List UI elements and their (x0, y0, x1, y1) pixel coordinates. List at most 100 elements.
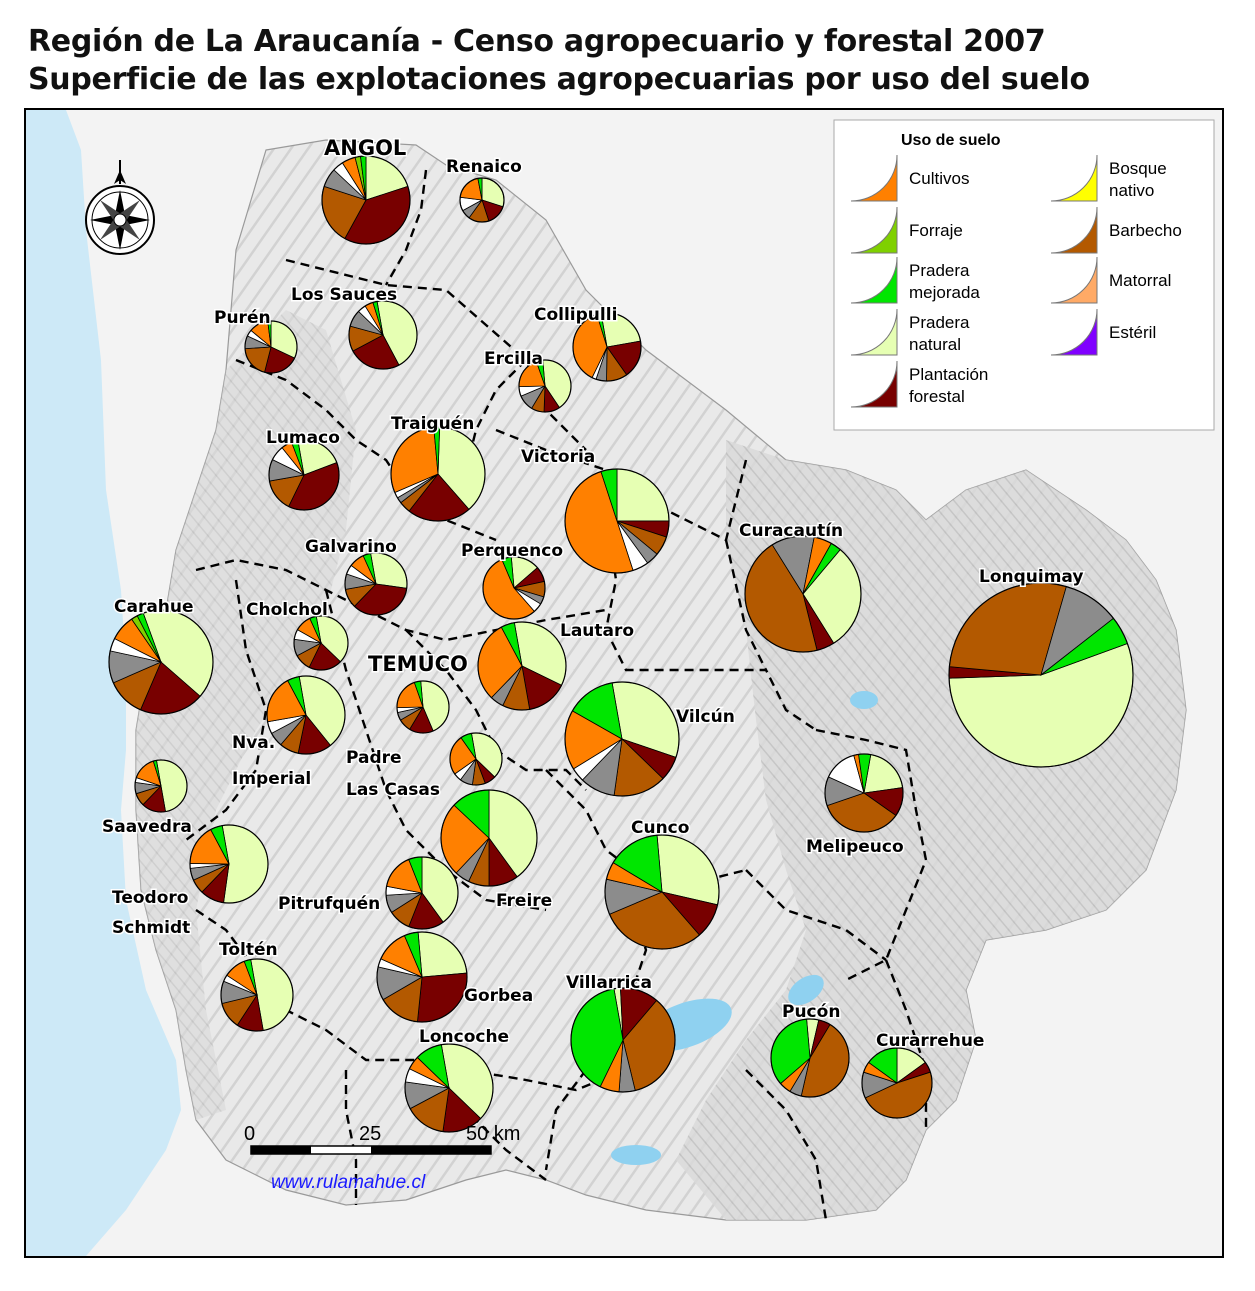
commune-label-cholchol: Cholchol (246, 600, 328, 620)
credit-link[interactable]: www.rulamahue.cl (271, 1172, 426, 1193)
scale-label-25: 25 (359, 1123, 381, 1145)
commune-label-nva-imperial: Nva. (232, 733, 275, 753)
commune-label-gorbea: Gorbea (464, 986, 533, 1006)
pie-freire (440, 789, 538, 887)
pie-lautaro (477, 621, 567, 711)
legend-swatch (1050, 256, 1098, 304)
legend-label: Pradera (909, 313, 970, 332)
pie-los-sauces (348, 300, 418, 370)
legend-label: mejorada (909, 283, 980, 302)
legend-item-pradera_natural: Pradera natural (850, 308, 970, 356)
pie-layer: ANGOL Renaico Los Sauces Purén Collipulli Erc… (101, 135, 1134, 1133)
pie-temuco (396, 680, 450, 734)
pie-cunco (604, 834, 720, 950)
commune-label-lonquimay: Lonquimay (979, 567, 1083, 587)
commune-label-ercilla: Ercilla (484, 349, 543, 369)
pie-vilcun (564, 681, 680, 797)
pie-puren (244, 320, 298, 374)
legend-label: Bosque (1109, 159, 1167, 178)
commune-label-galvarino: Galvarino (305, 537, 397, 557)
pie-outline (564, 681, 680, 797)
legend-item-forraje: Forraje (850, 206, 963, 254)
pie-outline (564, 468, 670, 574)
pie-melipeuco (824, 753, 904, 833)
pie-outline (189, 824, 269, 904)
commune-label-melipeuco: Melipeuco (806, 837, 904, 857)
commune-label-padre-las-casas: Las Casas (346, 780, 440, 800)
legend-swatch (1050, 308, 1098, 356)
legend-title: Uso de suelo (901, 132, 1001, 149)
pie-saavedra (134, 759, 188, 813)
pie-angol (321, 155, 411, 245)
pie-outline (266, 675, 346, 755)
commune-label-curarrehue: Curarrehue (876, 1031, 984, 1051)
pie-outline (348, 300, 418, 370)
legend-label: Pradera (909, 261, 970, 280)
pie-outline (604, 834, 720, 950)
commune-label-curacautin: Curacautín (739, 521, 843, 541)
legend-item-bosque_nativo: Bosque nativo (1050, 154, 1167, 202)
legend: Uso de suelo Cultivos Forraje Pradera mejor… (833, 119, 1215, 431)
commune-label-collipulli: Collipulli (534, 305, 617, 325)
pie-villarrica (570, 987, 676, 1093)
pie-lumaco (268, 439, 340, 511)
legend-label: Cultivos (909, 169, 969, 188)
legend-item-cultivos: Cultivos (850, 154, 969, 202)
commune-label-pucon: Pucón (782, 1002, 840, 1022)
pie-outline (518, 359, 572, 413)
commune-label-lautaro: Lautaro (560, 621, 634, 641)
commune-label-teodoro-schmidt: Teodoro (112, 888, 188, 908)
pie-outline (376, 931, 468, 1023)
pie-gorbea (376, 931, 468, 1023)
map-subtitle: Superficie de las explotaciones agropecu… (28, 62, 1090, 97)
pie-outline (824, 753, 904, 833)
legend-swatch (1050, 206, 1098, 254)
pie-outline (744, 535, 862, 653)
legend-swatch (850, 360, 898, 408)
legend-swatch (850, 206, 898, 254)
legend-label: Estéril (1109, 323, 1156, 342)
commune-label-lumaco: Lumaco (266, 428, 340, 448)
pie-lonquimay (948, 582, 1134, 768)
pie-outline (459, 177, 505, 223)
map-canvas: ANGOL Renaico Los Sauces Purén Collipulli Erc… (26, 110, 1222, 1256)
pie-outline (244, 320, 298, 374)
pie-outline (220, 958, 294, 1032)
pie-teodoro-schmidt (189, 824, 269, 904)
pie-outline (293, 615, 349, 671)
commune-label-perquenco: Perquenco (461, 541, 563, 561)
legend-item-pradera_mejorada: Pradera mejorada (850, 256, 980, 304)
legend-label: Barbecho (1109, 221, 1182, 240)
legend-label: nativo (1109, 181, 1154, 200)
commune-label-angol: ANGOL (324, 136, 406, 160)
legend-label: Plantación (909, 365, 988, 384)
legend-swatch (850, 256, 898, 304)
pie-outline (134, 759, 188, 813)
pie-outline (396, 680, 450, 734)
commune-label-victoria: Victoria (521, 447, 595, 467)
commune-label-villarrica: Villarrica (566, 973, 652, 993)
pie-outline (390, 426, 486, 522)
commune-label-freire: Freire (496, 891, 552, 911)
pie-loncoche (404, 1043, 494, 1133)
commune-label-renaico: Renaico (446, 157, 522, 177)
pie-renaico (459, 177, 505, 223)
pie-victoria (564, 468, 670, 574)
pie-traiguen (390, 426, 486, 522)
legend-swatch (850, 154, 898, 202)
map-title: Región de La Araucanía - Censo agropecua… (28, 24, 1046, 59)
legend-swatch (850, 308, 898, 356)
sea (26, 110, 181, 1256)
pie-outline (570, 987, 676, 1093)
pie-outline (948, 582, 1134, 768)
lake-caburgua (788, 974, 824, 1006)
legend-item-plantacion_forestal: Plantación forestal (850, 360, 988, 408)
pie-outline (385, 856, 459, 930)
pie-pitrufquen (385, 856, 459, 930)
legend-label: Matorral (1109, 271, 1171, 290)
pie-nva-imperial (266, 675, 346, 755)
legend-label: natural (909, 335, 961, 354)
commune-label-vilcun: Vilcún (676, 707, 735, 727)
legend-item-matorral: Matorral (1050, 256, 1171, 304)
pie-outline (770, 1018, 850, 1098)
